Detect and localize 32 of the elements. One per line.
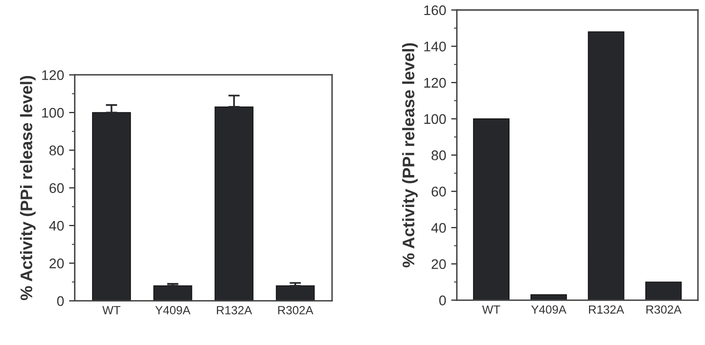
y-tick-label: 140 [424, 42, 446, 52]
y-axis-title: % Activity (PPi release level) [402, 43, 418, 268]
x-tick-label: R302A [646, 305, 682, 314]
y-tick-label: 60 [432, 186, 446, 197]
y-tick-label: 100 [42, 108, 64, 118]
x-tick-label: R302A [278, 306, 314, 314]
x-tick-label: R132A [589, 305, 624, 314]
y-tick-label: 40 [431, 222, 446, 233]
bar [153, 285, 192, 301]
bar [645, 282, 682, 300]
y-tick-label: 0 [57, 296, 64, 306]
y-tick-label: 100 [424, 114, 446, 124]
x-tick-label: WT [482, 305, 500, 314]
y-tick-label: 80 [432, 150, 446, 160]
y-tick-label: 120 [424, 78, 446, 88]
bar [276, 285, 315, 301]
bar [473, 118, 510, 300]
x-tick-label: R132A [216, 306, 252, 314]
y-tick-label: 160 [424, 5, 446, 16]
y-tick-label: 0 [439, 295, 446, 306]
x-tick-label: WT [102, 306, 120, 314]
y-axis-title: % Activity (PPi release level) [20, 76, 36, 300]
bar [588, 31, 624, 300]
y-tick-label: 40 [49, 220, 64, 231]
y-tick-label: 20 [50, 258, 64, 268]
y-tick-label: 120 [42, 70, 64, 80]
y-tick-label: 80 [49, 146, 64, 156]
y-tick-label: 20 [432, 259, 446, 270]
bar [92, 112, 131, 301]
y-tick-label: 60 [50, 183, 64, 194]
x-tick-label: Y409A [531, 305, 566, 314]
x-tick-label: Y409A [155, 306, 190, 314]
